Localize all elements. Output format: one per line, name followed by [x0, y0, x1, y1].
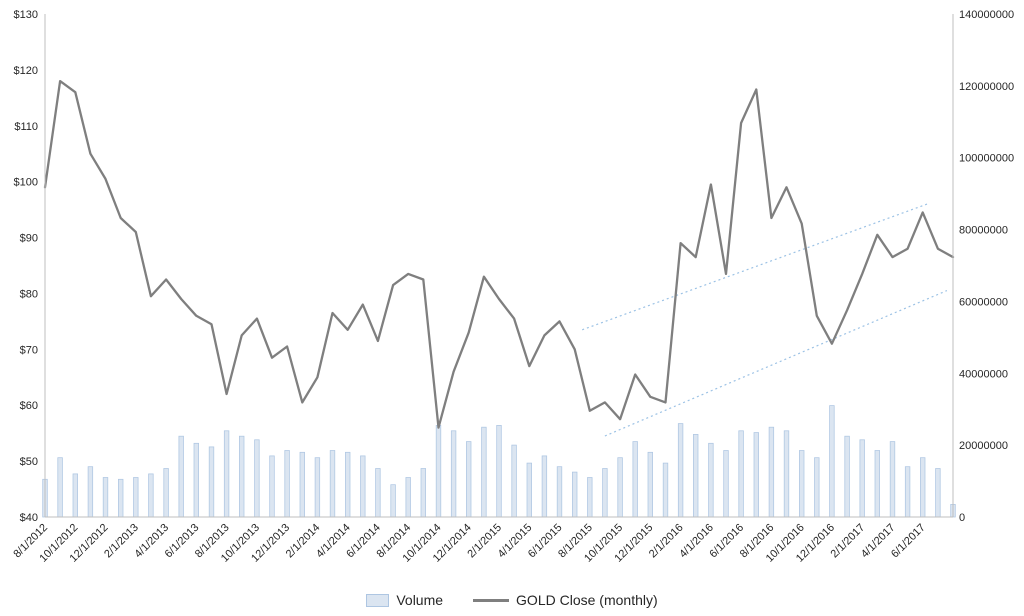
- channel-upper-trendline: [581, 203, 928, 331]
- volume-bar: [87, 466, 94, 518]
- volume-bar: [375, 468, 381, 518]
- volume-bar: [829, 405, 835, 518]
- left-axis-tick-label: $100: [14, 177, 38, 189]
- right-axis-tick-label: 0: [959, 512, 965, 524]
- volume-bar: [405, 477, 411, 518]
- volume-bar: [163, 468, 169, 518]
- volume-bar: [541, 455, 548, 518]
- right-axis-tick-label: 100000000: [959, 153, 1014, 165]
- volume-legend-swatch: [366, 593, 390, 607]
- volume-bar: [254, 439, 260, 518]
- gold-close-legend-label: GOLD Close (monthly): [516, 592, 658, 608]
- volume-bar: [496, 425, 502, 518]
- volume-bar: [632, 441, 638, 518]
- volume-bar: [102, 477, 109, 518]
- channel-lower-trendline: [604, 290, 948, 437]
- volume-bar: [556, 466, 563, 518]
- volume-bar: [345, 451, 351, 518]
- volume-bar: [904, 466, 911, 518]
- volume-bar: [738, 430, 744, 518]
- left-axis-tick-label: $80: [20, 288, 38, 300]
- volume-bar: [239, 435, 245, 518]
- volume-bar: [314, 457, 321, 518]
- volume-bar: [511, 444, 517, 518]
- left-axis-tick-label: $90: [20, 233, 38, 245]
- volume-bar: [874, 450, 880, 518]
- right-axis-tick-label: 60000000: [959, 296, 1008, 308]
- volume-bar: [178, 435, 184, 518]
- volume-bar: [859, 439, 865, 518]
- left-axis-tick-label: $40: [20, 512, 38, 524]
- right-axis-tick-label: 120000000: [959, 81, 1014, 93]
- volume-bar: [481, 426, 487, 518]
- left-axis-tick-label: $110: [14, 121, 38, 133]
- volume-bar: [920, 457, 926, 518]
- volume-bar: [435, 425, 442, 518]
- right-axis-tick-label: 140000000: [959, 9, 1014, 21]
- volume-bar: [587, 477, 593, 518]
- left-axis-tick-label: $70: [20, 344, 38, 356]
- volume-bar: [723, 450, 729, 518]
- volume-bar: [617, 457, 623, 518]
- volume-bar: [935, 468, 941, 518]
- volume-bar: [57, 457, 63, 518]
- volume-legend-label: Volume: [396, 592, 444, 608]
- volume-bar: [329, 450, 336, 518]
- chart-legend: Volume GOLD Close (monthly): [0, 592, 1024, 608]
- volume-bar: [814, 457, 820, 518]
- left-axis-tick-label: $60: [20, 400, 38, 412]
- legend-item-volume: Volume: [366, 592, 443, 608]
- legend-item-gold-close: GOLD Close (monthly): [473, 592, 658, 608]
- volume-bar: [602, 468, 608, 518]
- volume-bar: [799, 450, 805, 518]
- volume-bar: [299, 451, 305, 518]
- left-axis-tick-label: $120: [14, 65, 38, 77]
- right-axis-tick-label: 80000000: [959, 225, 1008, 237]
- volume-bar: [133, 477, 139, 518]
- volume-bar: [450, 430, 457, 518]
- volume-bar: [420, 468, 426, 518]
- right-axis-tick-label: 40000000: [959, 368, 1008, 380]
- volume-bar: [708, 442, 714, 518]
- volume-bar: [466, 441, 472, 518]
- gold-close-line: [43, 79, 955, 429]
- volume-bar: [572, 471, 578, 518]
- volume-bar: [269, 455, 275, 518]
- volume-bar: [768, 426, 775, 518]
- volume-bar: [360, 455, 366, 518]
- volume-bar: [390, 484, 396, 518]
- volume-bar: [148, 473, 154, 518]
- volume-bar: [223, 430, 230, 518]
- volume-bar: [118, 478, 124, 518]
- volume-bar: [844, 435, 850, 518]
- volume-bar: [889, 441, 896, 518]
- volume-bar: [193, 442, 199, 518]
- volume-bar: [753, 432, 759, 518]
- left-axis-tick-label: $130: [14, 9, 38, 21]
- volume-bar: [677, 423, 684, 518]
- left-axis-tick-label: $50: [20, 456, 38, 468]
- right-axis-tick-label: 20000000: [959, 440, 1008, 452]
- volume-bar: [662, 462, 669, 518]
- volume-bar: [647, 451, 653, 518]
- volume-bar: [526, 462, 532, 518]
- volume-bar: [284, 450, 290, 518]
- volume-bar: [72, 473, 78, 518]
- volume-bar: [208, 446, 215, 518]
- gold-close-legend-swatch: [473, 598, 510, 602]
- volume-bar: [783, 430, 790, 518]
- volume-bar: [693, 434, 699, 518]
